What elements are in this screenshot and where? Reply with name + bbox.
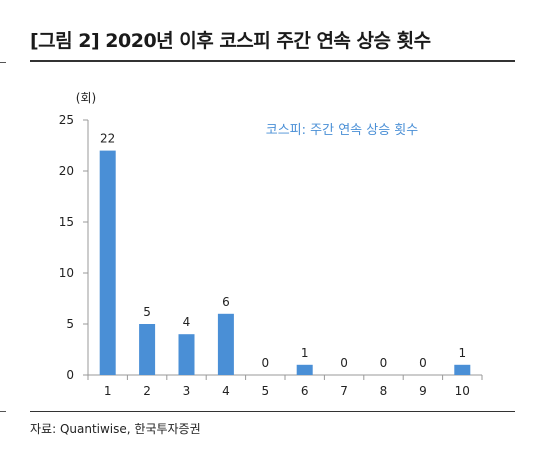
y-tick-label: 20 xyxy=(59,164,74,178)
x-tick-label: 8 xyxy=(380,384,388,398)
x-tick-label: 3 xyxy=(183,384,191,398)
bottom-rule xyxy=(30,411,515,412)
x-tick-label: 10 xyxy=(455,384,470,398)
data-label: 0 xyxy=(419,356,427,370)
bar xyxy=(454,364,471,375)
y-tick-label: 15 xyxy=(59,215,74,229)
y-tick-label: 25 xyxy=(59,113,74,127)
x-tick-label: 7 xyxy=(340,384,348,398)
x-tick-label: 5 xyxy=(261,384,269,398)
y-tick-label: 5 xyxy=(66,317,74,331)
bar xyxy=(99,150,116,375)
legend-label: 코스피: 주간 연속 상승 횟수 xyxy=(266,123,419,138)
bar xyxy=(296,364,313,375)
side-tick-mark xyxy=(0,411,6,412)
side-tick-mark xyxy=(0,62,6,63)
bar xyxy=(139,324,156,375)
data-label: 0 xyxy=(261,356,269,370)
figure-title: [그림 2] 2020년 이후 코스피 주간 연속 상승 횟수 xyxy=(30,30,431,52)
x-tick-label: 6 xyxy=(301,384,309,398)
x-tick-label: 2 xyxy=(143,384,151,398)
data-label: 6 xyxy=(222,295,230,309)
x-tick-label: 4 xyxy=(222,384,230,398)
data-label: 1 xyxy=(301,346,309,360)
data-label: 0 xyxy=(380,356,388,370)
x-tick-label: 9 xyxy=(419,384,427,398)
data-label: 5 xyxy=(143,305,151,319)
top-rule xyxy=(30,60,515,62)
bar xyxy=(217,313,234,375)
data-label: 22 xyxy=(100,132,115,146)
data-label: 0 xyxy=(340,356,348,370)
data-label: 1 xyxy=(458,346,466,360)
data-label: 4 xyxy=(183,315,191,329)
y-unit-label: (회) xyxy=(76,91,96,105)
x-tick-label: 1 xyxy=(104,384,112,398)
y-tick-label: 0 xyxy=(66,368,74,382)
source-note: 자료: Quantiwise, 한국투자증권 xyxy=(30,422,201,436)
y-tick-label: 10 xyxy=(59,266,74,280)
bar xyxy=(178,334,195,375)
